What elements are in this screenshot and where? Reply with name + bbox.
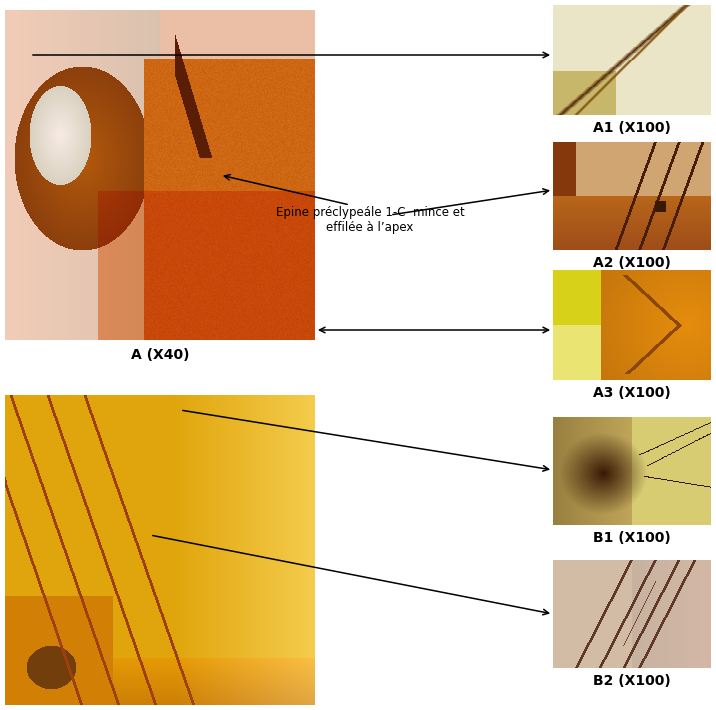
Text: Epine préclypeále 1-C  mince et
effilée à l’apex: Epine préclypeále 1-C mince et effilée à… [276,206,465,234]
Text: A3 (X100): A3 (X100) [593,386,671,400]
Text: B1 (X100): B1 (X100) [593,531,671,545]
Text: A2 (X100): A2 (X100) [593,256,671,270]
Text: A1 (X100): A1 (X100) [593,121,671,135]
Text: B2 (X100): B2 (X100) [593,674,671,688]
Text: A (X40): A (X40) [131,348,189,362]
